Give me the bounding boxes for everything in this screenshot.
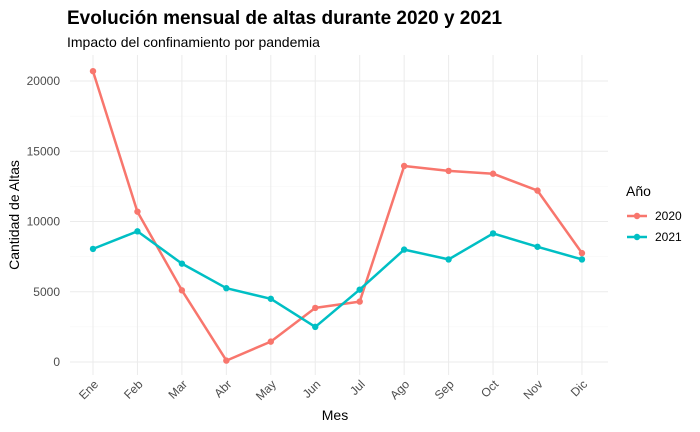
data-point-2021-Mar <box>178 260 186 267</box>
chart-subtitle: Impacto del confinamiento por pandemia <box>67 34 320 50</box>
series-line-2021 <box>92 230 583 329</box>
y-tick-label: 5000 <box>33 285 60 299</box>
data-point-2021-Jun <box>312 323 319 331</box>
data-point-2021-Feb <box>134 228 141 235</box>
x-tick-label: Abr <box>211 377 234 400</box>
x-tick-label: Sep <box>432 377 457 402</box>
data-point-2020-Oct <box>489 170 497 177</box>
x-axis-title: Mes <box>322 407 348 423</box>
data-point-2020-Abr <box>223 357 230 364</box>
y-axis-title: Cantidad de Altas <box>6 160 22 270</box>
data-point-2020-Jun <box>312 304 319 312</box>
series-line-2020 <box>91 70 584 362</box>
legend: Año 2020 2021 <box>626 183 682 244</box>
x-tick-label: Dic <box>568 377 590 399</box>
data-point-2021-Dic <box>578 256 586 263</box>
x-tick-label: Ago <box>387 377 412 402</box>
legend-label-2021: 2021 <box>655 230 682 244</box>
chart-title: Evolución mensual de altas durante 2020 … <box>67 8 503 29</box>
data-point-2020-Mar <box>178 287 186 294</box>
data-point-2020-Dic <box>578 249 586 257</box>
plot-grid <box>70 55 608 375</box>
data-point-2021-Nov <box>534 243 541 250</box>
data-point-2020-Ago <box>400 162 408 170</box>
legend-title: Año <box>626 183 651 199</box>
x-tick-label: Jun <box>300 377 324 401</box>
data-point-2020-Feb <box>134 208 141 215</box>
data-point-2021-May <box>267 295 274 302</box>
x-tick-label: Oct <box>478 377 502 401</box>
x-tick-label: May <box>253 377 279 403</box>
data-point-2020-Nov <box>534 187 541 194</box>
legend-key-point-2020 <box>633 212 641 220</box>
y-tick-label: 10000 <box>27 215 61 229</box>
y-axis-ticks: 0 5000 10000 15000 20000 <box>27 74 61 369</box>
x-tick-label: Ene <box>76 377 101 402</box>
y-tick-label: 20000 <box>27 74 61 88</box>
data-point-2021-Oct <box>489 230 497 237</box>
data-point-2021-Abr <box>223 285 230 292</box>
x-tick-label: Nov <box>521 377 546 402</box>
legend-key-point-2021 <box>633 233 641 241</box>
series-group <box>89 67 586 364</box>
x-tick-label: Jul <box>347 377 368 398</box>
legend-label-2020: 2020 <box>655 209 682 223</box>
data-point-2020-Ene <box>89 67 97 75</box>
data-point-2020-Sep <box>445 167 452 175</box>
data-point-2021-Ene <box>89 245 97 253</box>
y-tick-label: 0 <box>53 355 60 369</box>
data-point-2021-Sep <box>445 256 452 263</box>
y-tick-label: 15000 <box>27 144 61 158</box>
data-point-2020-Jul <box>356 298 363 305</box>
data-point-2020-May <box>267 338 274 345</box>
data-point-2021-Ago <box>400 246 408 253</box>
x-tick-label: Mar <box>166 377 191 402</box>
x-axis-ticks: Ene Feb Mar Abr May Jun Jul Ago Sep Oct Nov Dic <box>76 377 590 403</box>
x-tick-label: Feb <box>121 377 146 402</box>
data-point-2021-Jul <box>356 286 363 293</box>
